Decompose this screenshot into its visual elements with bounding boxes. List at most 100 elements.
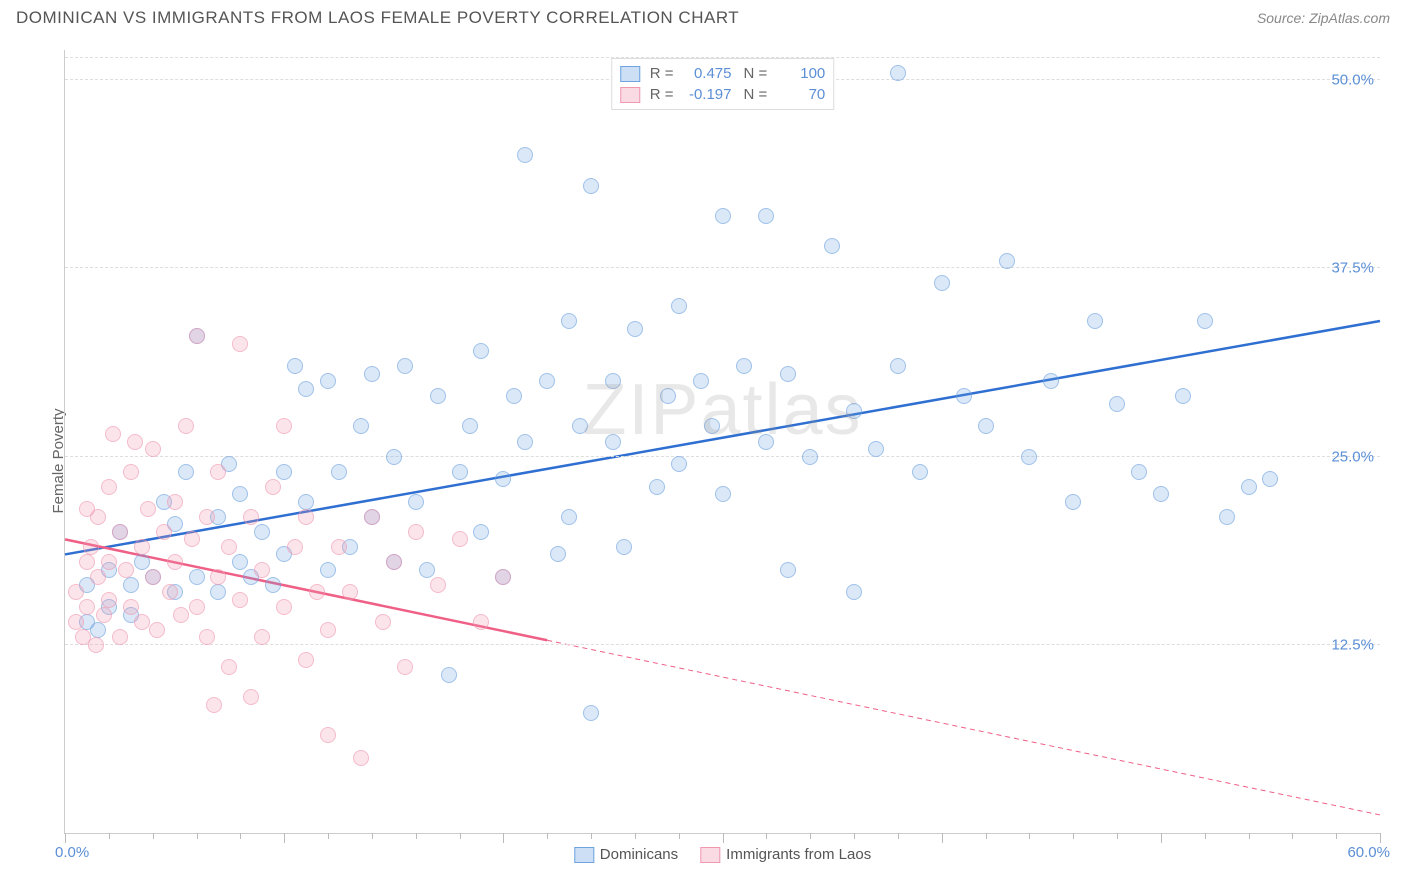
data-point (605, 434, 621, 450)
x-tick (1161, 833, 1162, 843)
x-tick (1029, 833, 1030, 839)
data-point (1087, 313, 1103, 329)
x-tick (109, 833, 110, 839)
data-point (462, 418, 478, 434)
y-tick-label: 12.5% (1331, 636, 1374, 653)
data-point (715, 486, 731, 502)
data-point (118, 562, 134, 578)
data-point (890, 65, 906, 81)
data-point (846, 403, 862, 419)
x-tick (547, 833, 548, 839)
data-point (583, 705, 599, 721)
data-point (693, 373, 709, 389)
data-point (105, 426, 121, 442)
x-tick (503, 833, 504, 843)
data-point (386, 449, 402, 465)
data-point (320, 373, 336, 389)
data-point (101, 479, 117, 495)
x-min-label: 0.0% (55, 844, 89, 861)
data-point (550, 546, 566, 562)
data-point (287, 358, 303, 374)
data-point (890, 358, 906, 374)
x-tick (723, 833, 724, 843)
data-point (736, 358, 752, 374)
data-point (627, 321, 643, 337)
data-point (265, 479, 281, 495)
data-point (419, 562, 435, 578)
data-point (96, 607, 112, 623)
data-point (517, 147, 533, 163)
data-point (206, 697, 222, 713)
legend-r-value: 0.475 (680, 65, 732, 82)
data-point (1109, 396, 1125, 412)
data-point (298, 509, 314, 525)
data-point (79, 599, 95, 615)
legend-n-value: 100 (773, 65, 825, 82)
data-point (254, 629, 270, 645)
data-point (123, 577, 139, 593)
data-point (140, 501, 156, 517)
data-point (210, 569, 226, 585)
data-point (83, 539, 99, 555)
data-point (149, 622, 165, 638)
data-point (254, 524, 270, 540)
data-point (616, 539, 632, 555)
chart-title: DOMINICAN VS IMMIGRANTS FROM LAOS FEMALE… (16, 8, 739, 28)
data-point (1197, 313, 1213, 329)
x-max-label: 60.0% (1347, 844, 1390, 861)
data-point (184, 531, 200, 547)
data-point (134, 614, 150, 630)
data-point (473, 614, 489, 630)
data-point (232, 486, 248, 502)
data-point (90, 509, 106, 525)
data-point (79, 554, 95, 570)
data-point (978, 418, 994, 434)
data-point (298, 494, 314, 510)
data-point (495, 569, 511, 585)
data-point (539, 373, 555, 389)
data-point (210, 584, 226, 600)
data-point (167, 494, 183, 510)
data-point (173, 607, 189, 623)
x-tick (65, 833, 66, 843)
data-point (868, 441, 884, 457)
legend-swatch (700, 847, 720, 863)
data-point (189, 328, 205, 344)
data-point (210, 464, 226, 480)
data-point (127, 434, 143, 450)
data-point (473, 343, 489, 359)
data-point (934, 275, 950, 291)
data-point (309, 584, 325, 600)
data-point (320, 562, 336, 578)
data-point (145, 441, 161, 457)
data-point (375, 614, 391, 630)
data-point (1065, 494, 1081, 510)
data-point (758, 208, 774, 224)
x-tick (766, 833, 767, 839)
data-point (232, 554, 248, 570)
data-point (112, 524, 128, 540)
data-point (517, 434, 533, 450)
plot-area: ZIPatlas R =0.475N =100R =-0.197N =70 Do… (64, 50, 1380, 834)
legend-r-label: R = (646, 86, 674, 103)
data-point (1021, 449, 1037, 465)
data-point (397, 659, 413, 675)
y-tick-label: 25.0% (1331, 448, 1374, 465)
data-point (331, 464, 347, 480)
x-tick (1249, 833, 1250, 839)
data-point (452, 464, 468, 480)
x-tick (942, 833, 943, 843)
data-point (320, 727, 336, 743)
data-point (495, 471, 511, 487)
data-point (802, 449, 818, 465)
data-point (134, 554, 150, 570)
data-point (704, 418, 720, 434)
data-point (846, 584, 862, 600)
trend-lines (65, 50, 1380, 833)
data-point (583, 178, 599, 194)
data-point (1241, 479, 1257, 495)
x-tick (1073, 833, 1074, 839)
data-point (101, 592, 117, 608)
series-legend: DominicansImmigrants from Laos (574, 846, 871, 863)
data-point (101, 554, 117, 570)
